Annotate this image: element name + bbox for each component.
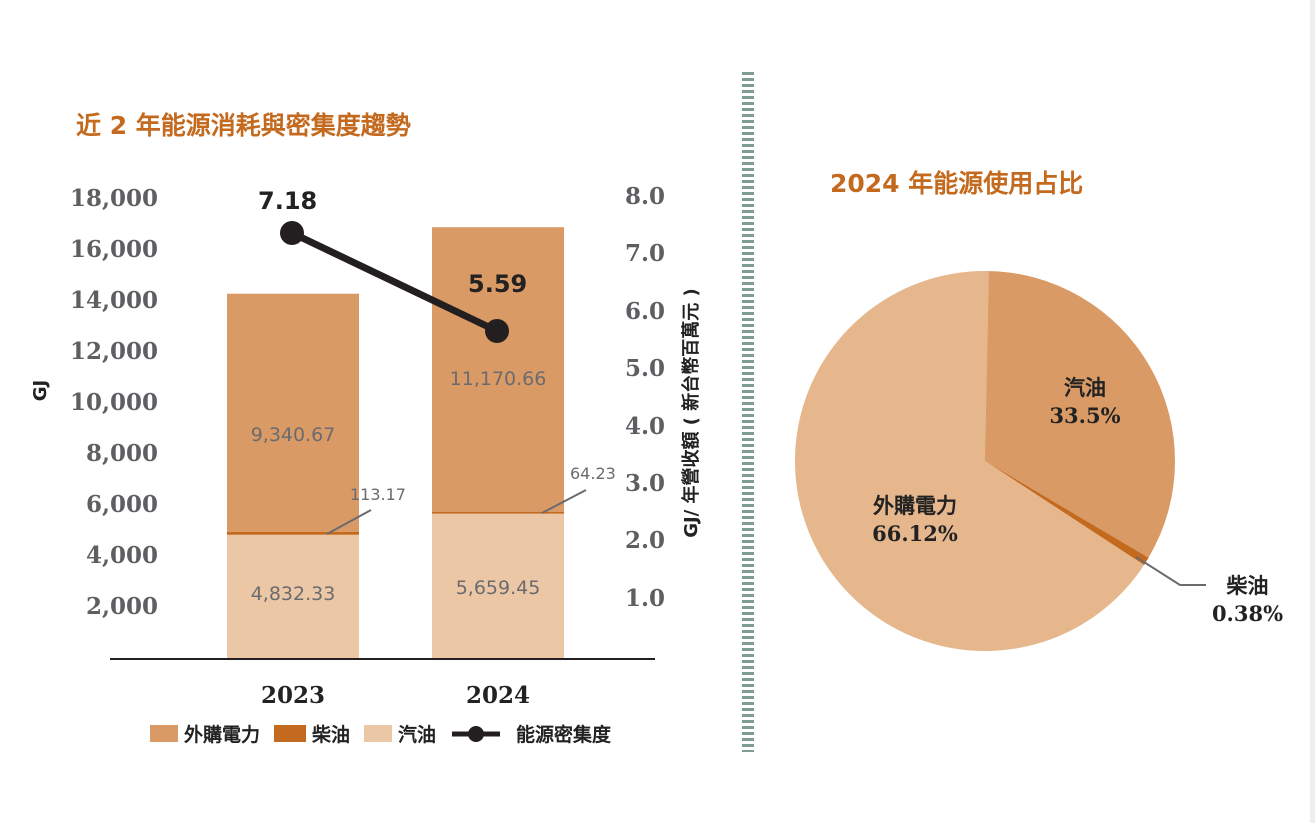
pie-label-electricity: 外購電力 66.12%: [855, 492, 975, 548]
x-label-2024: 2024: [466, 682, 531, 709]
right-tick-label: 1.0: [625, 584, 666, 612]
right-tick-label: 2.0: [625, 527, 666, 555]
legend: 外購電力 柴油 汽油 能源密集度: [150, 720, 625, 747]
left-tick-label: 18,000: [69, 185, 158, 212]
legend-label-diesel: 柴油: [312, 724, 351, 746]
pie-label-diesel: 柴油 0.38%: [1200, 572, 1295, 628]
intensity-point: [485, 319, 509, 343]
data-label-diesel-2024: 64.23: [570, 464, 616, 483]
data-label-intensity-2024: 5.59: [468, 270, 528, 298]
right-tick-label: 4.0: [625, 412, 666, 440]
data-label-gasoline-2023: 4,832.33: [250, 583, 336, 605]
bar-segment-diesel: [432, 510, 564, 514]
right-tick-label: 6.0: [625, 297, 666, 325]
data-label-gasoline-2024: 5,659.45: [455, 577, 541, 599]
scrollbar-track[interactable]: [1310, 0, 1315, 823]
pie-label-gasoline: 汽油 33.5%: [1030, 374, 1140, 430]
legend-item-diesel: 柴油: [274, 720, 350, 747]
right-tick-label: 3.0: [625, 469, 666, 497]
bar-segment-gasoline: [432, 513, 564, 658]
legend-label-gasoline: 汽油: [398, 724, 437, 746]
legend-swatch-gasoline: [364, 725, 393, 742]
pie-label-gasoline-pct: 33.5%: [1049, 403, 1121, 428]
right-tick-label: 7.0: [625, 240, 666, 268]
right-tick-label: 5.0: [625, 355, 666, 383]
left-tick-label: 16,000: [69, 236, 158, 263]
pie-slice-electricity: [795, 271, 1145, 651]
left-tick-label: 12,000: [69, 338, 158, 365]
bar-segment-gasoline: [227, 534, 359, 658]
bar-segment-diesel: [227, 531, 359, 535]
legend-label-intensity: 能源密集度: [516, 724, 612, 746]
legend-label-electricity: 外購電力: [184, 724, 261, 746]
data-label-intensity-2023: 7.18: [258, 187, 318, 215]
legend-swatch-diesel: [274, 725, 307, 742]
intensity-point: [280, 221, 304, 245]
pie-slice-gasoline: [985, 271, 1176, 558]
data-label-diesel-2023: 113.17: [350, 485, 406, 504]
x-label-2023: 2023: [261, 682, 326, 709]
left-tick-label: 10,000: [69, 389, 158, 416]
diesel-leader-line-2024: [541, 489, 587, 514]
legend-item-electricity: 外購電力: [150, 720, 260, 747]
diesel-leader-line-2023: [326, 509, 372, 535]
legend-line-marker-icon: [452, 725, 501, 742]
section-divider: [742, 72, 754, 752]
legend-item-intensity: 能源密集度: [450, 720, 611, 747]
left-chart-title: 近 2 年能源消耗與密集度趨勢: [76, 111, 411, 140]
left-tick-label: 14,000: [69, 287, 158, 314]
pie-label-electricity-pct: 66.12%: [872, 521, 958, 546]
bar-segment-electricity: [432, 227, 564, 513]
left-tick-label: 8,000: [85, 440, 158, 467]
pie-label-diesel-name: 柴油: [1226, 574, 1269, 598]
legend-swatch-electricity: [150, 725, 178, 742]
pie-label-electricity-name: 外購電力: [873, 494, 957, 518]
bar-segment-electricity: [227, 293, 359, 532]
left-tick-label: 2,000: [85, 593, 158, 620]
data-label-electricity-2024: 11,170.66: [449, 368, 547, 390]
pie-slice-diesel: [985, 461, 1149, 565]
left-tick-label: 4,000: [85, 542, 158, 569]
pie-label-diesel-pct: 0.38%: [1211, 601, 1284, 626]
right-tick-label: 8.0: [625, 183, 666, 210]
pie-chart-title: 2024 年能源使用占比: [830, 169, 1084, 198]
intensity-line: [290, 229, 499, 335]
legend-item-gasoline: 汽油: [364, 720, 436, 747]
pie-diesel-leader-line: [1135, 556, 1206, 586]
data-label-electricity-2023: 9,340.67: [250, 424, 336, 446]
pie-label-gasoline-name: 汽油: [1064, 376, 1106, 400]
left-tick-label: 6,000: [85, 491, 158, 518]
